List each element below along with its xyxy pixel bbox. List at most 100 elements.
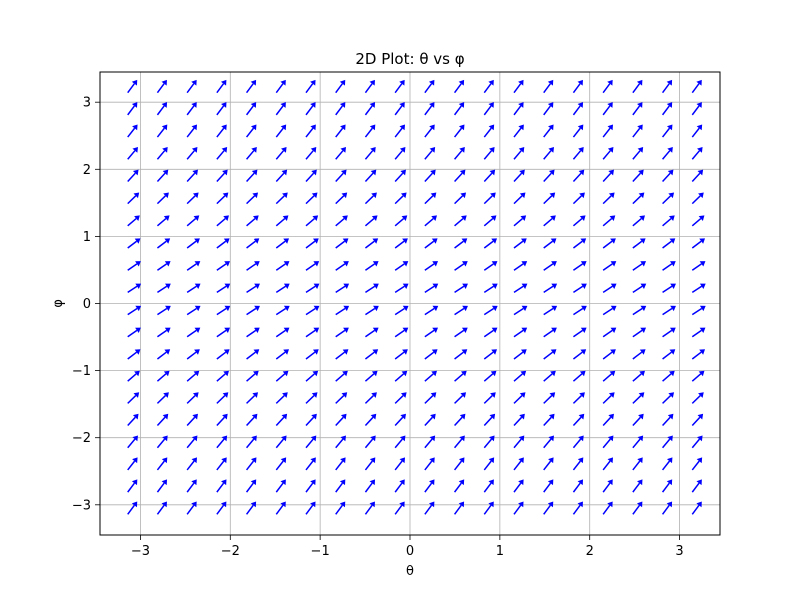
vector-arrow (543, 283, 558, 294)
vector-arrow (661, 435, 673, 449)
vector-arrow (127, 238, 141, 249)
vector-arrow (156, 457, 168, 471)
vector-arrow (335, 147, 346, 160)
vector-arrow (602, 102, 613, 116)
vector-arrow (394, 238, 408, 249)
vector-arrow (661, 147, 673, 160)
vector-arrow (424, 305, 439, 316)
vector-arrow (691, 370, 705, 382)
vector-arrow (573, 327, 587, 338)
vector-arrow (186, 370, 200, 382)
vector-arrow (305, 147, 317, 160)
vector-arrow (424, 147, 436, 160)
vector-arrow (364, 102, 376, 116)
vector-arrow (424, 192, 437, 205)
vector-arrow (543, 261, 557, 271)
vector-arrow (216, 392, 229, 404)
vector-arrow (543, 238, 557, 249)
y-axis-label: φ (51, 299, 66, 308)
vector-arrow (483, 238, 498, 249)
vector-arrow (156, 413, 169, 427)
vector-arrow (127, 479, 138, 493)
vector-arrow (394, 435, 406, 449)
vector-arrow (394, 124, 406, 138)
vector-arrow (275, 102, 286, 116)
vector-arrow (305, 124, 316, 138)
vector-arrow (632, 124, 643, 138)
vector-arrow (365, 261, 379, 271)
x-tick-label: 3 (675, 544, 683, 559)
vector-arrow (662, 413, 674, 427)
vector-arrow (186, 392, 199, 404)
vector-arrow (364, 370, 378, 382)
vector-arrow (216, 349, 230, 360)
vector-arrow (691, 435, 703, 449)
vector-arrow (483, 370, 497, 382)
vector-arrow (394, 305, 409, 316)
vector-arrow (662, 283, 676, 294)
vector-arrow (394, 79, 405, 94)
vector-arrow (691, 305, 706, 316)
vector-arrow (156, 479, 168, 493)
vector-arrow (216, 413, 228, 427)
vector-arrow (572, 501, 583, 515)
vector-arrow (365, 327, 379, 338)
vector-arrow (186, 215, 200, 227)
vector-arrow (513, 238, 527, 249)
vector-arrow (691, 327, 706, 338)
vector-arrow (661, 102, 673, 116)
vector-arrow (216, 215, 229, 227)
vector-arrow (483, 261, 498, 271)
vector-arrow (513, 147, 525, 160)
vector-arrow (156, 349, 171, 360)
vector-arrow (305, 349, 319, 360)
vector-arrow (691, 349, 706, 360)
vector-arrow (513, 102, 524, 116)
vector-arrow (602, 283, 617, 294)
vector-arrow (424, 349, 438, 360)
vector-arrow (394, 283, 409, 294)
x-tick-label: −3 (131, 544, 150, 559)
vector-arrow (156, 435, 168, 449)
vector-arrow (662, 370, 675, 382)
vector-arrow (483, 79, 494, 94)
vector-arrow (305, 238, 319, 249)
vector-arrow (275, 305, 290, 316)
vector-arrow (543, 169, 555, 182)
vector-arrow (632, 215, 645, 227)
vector-arrow (691, 261, 706, 271)
vector-arrow (127, 501, 138, 515)
vector-arrow (513, 215, 527, 227)
vector-arrow (364, 238, 379, 249)
vector-arrow (127, 124, 138, 138)
vector-arrow (662, 392, 675, 404)
vector-arrow (364, 349, 379, 360)
vector-arrow (453, 124, 465, 138)
vector-arrow (245, 457, 257, 471)
vector-arrow (156, 501, 167, 515)
vector-arrow (127, 192, 140, 205)
x-tick-label: 0 (406, 544, 414, 559)
vector-arrow (156, 370, 170, 382)
vector-arrow (661, 479, 673, 493)
vector-arrow (454, 261, 468, 271)
vector-arrow (275, 479, 286, 493)
vector-arrow (245, 435, 257, 449)
vector-arrow (691, 215, 705, 227)
vector-arrow (543, 349, 557, 360)
vector-arrow (335, 261, 349, 271)
vector-arrow (513, 457, 524, 471)
vector-arrow (662, 349, 676, 360)
x-axis-label: θ (406, 564, 414, 579)
vector-arrow (632, 501, 643, 515)
vector-arrow (424, 327, 439, 338)
vector-arrow (662, 192, 675, 205)
vector-arrow (127, 435, 138, 449)
vector-arrow (513, 349, 527, 360)
vector-arrow (246, 413, 258, 427)
y-tick-label: 1 (83, 230, 91, 245)
vector-arrow (632, 327, 647, 338)
vector-arrow (513, 305, 528, 316)
vector-arrow (394, 327, 409, 338)
